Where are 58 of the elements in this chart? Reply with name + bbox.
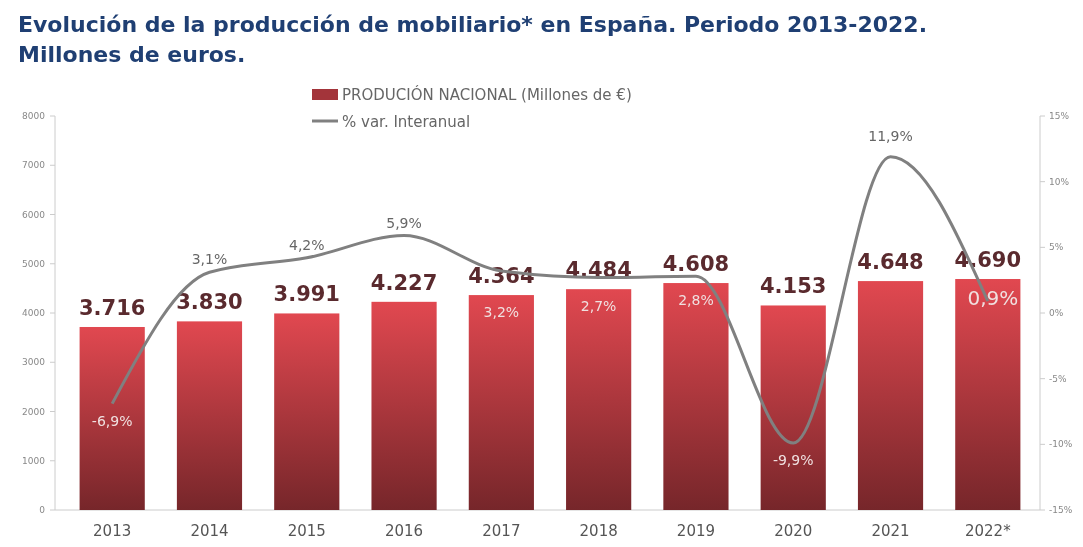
data-label: 2,8% [678,292,714,309]
y-tick-label: 0 [39,505,46,515]
x-tick-label: 2018 [579,522,618,540]
bar [663,283,729,510]
data-label: 4.227 [370,270,438,295]
data-label: 3,2% [483,304,520,321]
data-label: 4.153 [760,274,827,299]
x-tick-label: 2015 [287,522,326,540]
y-tick-label: 7000 [22,160,46,171]
bar [566,289,632,510]
data-label: 3.830 [176,290,243,315]
data-label: 2,7% [580,298,617,315]
bar [176,321,243,510]
bar [468,295,534,510]
x-tick-label: 2022* [964,522,1012,540]
y2-tick-label: -10% [1049,439,1073,450]
y2-tick-label: 10% [1049,176,1070,187]
bar [857,281,924,510]
data-label: 3,1% [191,251,228,268]
data-label: 4.484 [565,258,632,283]
x-tick-label: 2019 [676,522,716,540]
y-tick-label: 1000 [22,455,46,466]
legend-label: % var. Interanual [342,113,471,131]
bar [760,305,826,510]
bar [955,279,1021,510]
y-tick-label: 2000 [22,406,46,417]
data-label: 11,9% [868,127,913,144]
data-label: 4.608 [662,252,730,277]
y2-tick-label: -5% [1049,373,1067,384]
y-tick-label: 5000 [22,258,46,269]
chart-subtitle: Millones de euros. [18,42,246,67]
data-label: -9,9% [772,452,814,469]
y-tick-label: 8000 [22,111,46,121]
data-label: 4.648 [857,250,924,275]
data-label: -6,9% [91,412,133,429]
bar [274,313,340,510]
data-label: 4,2% [288,236,325,253]
y2-tick-label: 5% [1049,242,1064,253]
data-label: 3.991 [273,282,340,307]
data-label: 3.716 [78,295,146,320]
y-tick-label: 4000 [22,308,46,318]
data-label: 0,9% [967,286,1019,311]
x-tick-label: 2013 [93,522,132,540]
legend-label: PRODUCIÓN NACIONAL (Millones de €) [342,85,632,104]
y2-tick-label: -15% [1049,505,1073,515]
x-tick-label: 2014 [190,522,229,540]
y2-tick-label: 15% [1049,111,1070,121]
y-tick-label: 3000 [22,357,46,368]
bar [79,326,145,510]
chart-title: Evolución de la producción de mobiliario* en España. Periodo 2013-2022. [18,12,928,37]
y-tick-label: 6000 [22,209,46,220]
x-tick-label: 2016 [384,522,424,540]
x-tick-label: 2021 [871,522,910,540]
y2-tick-label: 0% [1049,308,1064,318]
bar [371,301,437,510]
data-label: 5,9% [386,214,422,231]
x-tick-label: 2020 [774,522,813,540]
x-tick-label: 2017 [482,522,521,540]
